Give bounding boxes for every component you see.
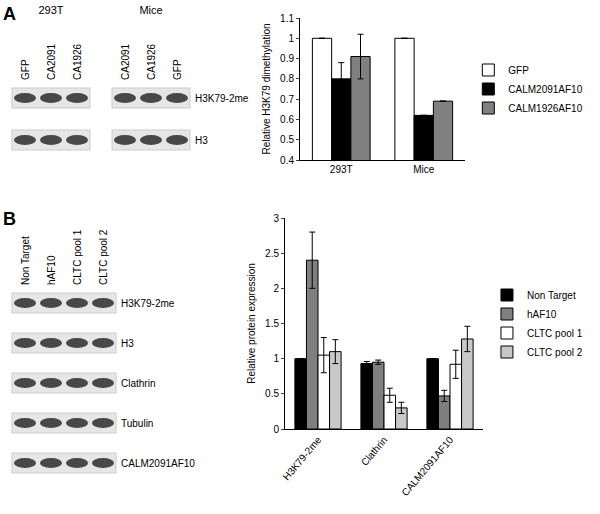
svg-text:Non Target: Non Target: [20, 236, 31, 285]
svg-text:Non Target: Non Target: [527, 290, 576, 301]
svg-text:3: 3: [273, 213, 279, 224]
svg-text:H3: H3: [195, 135, 208, 146]
svg-text:B: B: [3, 209, 16, 229]
svg-text:1.1: 1.1: [280, 13, 294, 24]
svg-text:CALM2091AF10: CALM2091AF10: [399, 434, 455, 498]
svg-text:CALM2091AF10: CALM2091AF10: [121, 458, 195, 469]
svg-text:GFP: GFP: [508, 65, 529, 76]
svg-text:H3K79-2me: H3K79-2me: [281, 434, 324, 482]
svg-text:CA2091: CA2091: [120, 43, 131, 80]
svg-text:CA1926: CA1926: [72, 43, 83, 80]
svg-text:GFP: GFP: [20, 59, 31, 80]
svg-text:2.5: 2.5: [265, 248, 279, 259]
svg-text:CLTC pool 2: CLTC pool 2: [98, 229, 109, 285]
svg-text:CALM1926AF10: CALM1926AF10: [508, 103, 582, 114]
svg-text:Relative H3K79 dimethylation: Relative H3K79 dimethylation: [261, 23, 272, 154]
svg-text:CA1926: CA1926: [146, 43, 157, 80]
svg-text:H3K79-2me: H3K79-2me: [121, 298, 175, 309]
svg-text:293T: 293T: [38, 4, 63, 16]
svg-text:2: 2: [273, 283, 279, 294]
svg-text:Clathrin: Clathrin: [359, 434, 390, 467]
svg-text:CA2091: CA2091: [46, 43, 57, 80]
svg-text:1.5: 1.5: [265, 318, 279, 329]
svg-text:hAF10: hAF10: [527, 309, 557, 320]
svg-text:0.4: 0.4: [280, 155, 294, 166]
svg-text:0.7: 0.7: [280, 94, 294, 105]
svg-text:0.6: 0.6: [280, 114, 294, 125]
svg-text:1: 1: [273, 353, 279, 364]
svg-text:0: 0: [273, 424, 279, 435]
svg-text:Mice: Mice: [139, 4, 162, 16]
svg-text:293T: 293T: [330, 164, 353, 175]
svg-text:CLTC pool 1: CLTC pool 1: [527, 328, 583, 339]
svg-text:Tubulin: Tubulin: [121, 418, 153, 429]
svg-text:0.5: 0.5: [280, 134, 294, 145]
svg-text:1: 1: [288, 33, 294, 44]
svg-text:Relative protein expression: Relative protein expression: [246, 263, 257, 384]
svg-text:CLTC pool 2: CLTC pool 2: [527, 347, 583, 358]
svg-text:0.5: 0.5: [265, 388, 279, 399]
svg-text:0.9: 0.9: [280, 53, 294, 64]
svg-text:CALM2091AF10: CALM2091AF10: [508, 84, 582, 95]
svg-text:H3K79-2me: H3K79-2me: [195, 93, 249, 104]
svg-text:Mice: Mice: [413, 164, 435, 175]
svg-text:GFP: GFP: [172, 59, 183, 80]
svg-text:A: A: [3, 4, 16, 24]
svg-text:H3: H3: [121, 338, 134, 349]
svg-text:hAF10: hAF10: [46, 255, 57, 285]
svg-text:CLTC pool 1: CLTC pool 1: [72, 229, 83, 285]
svg-text:0.8: 0.8: [280, 73, 294, 84]
svg-text:Clathrin: Clathrin: [121, 378, 155, 389]
